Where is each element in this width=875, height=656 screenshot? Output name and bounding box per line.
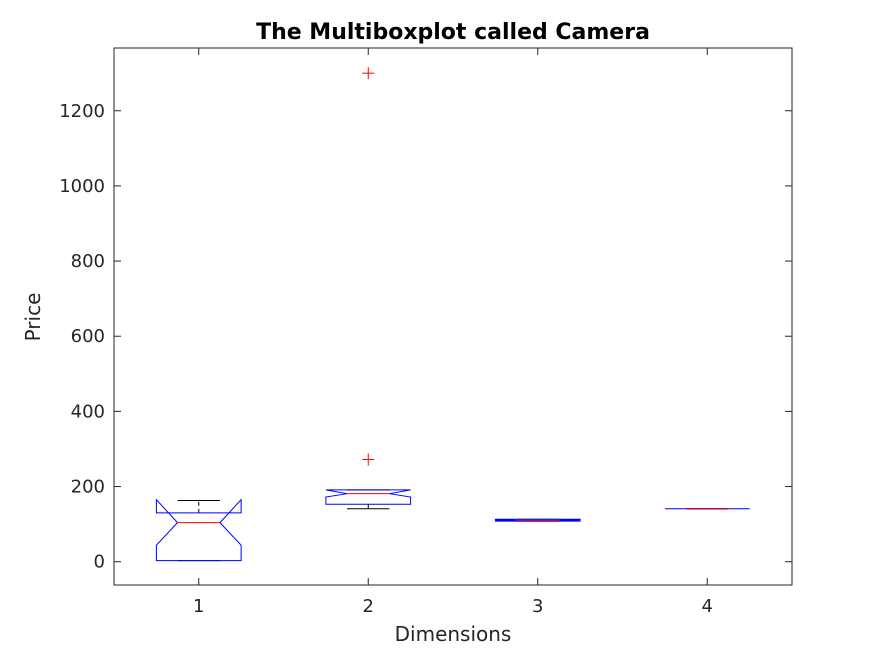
y-axis-label: Price xyxy=(21,293,45,342)
y-tick-label: 600 xyxy=(71,326,105,347)
x-axis-label: Dimensions xyxy=(395,622,512,646)
x-tick-label: 3 xyxy=(532,596,543,617)
box xyxy=(325,489,412,505)
x-tick-label: 1 xyxy=(193,596,204,617)
axes-frame xyxy=(113,47,793,586)
chart-title: The Multiboxplot called Camera xyxy=(256,20,650,45)
y-tick-label: 1000 xyxy=(59,176,105,197)
y-tick-label: 800 xyxy=(71,251,105,272)
plot-area: 0 200 400 600 800 1000 1200 1 2 3 4 xyxy=(59,47,793,617)
y-tick-label: 400 xyxy=(71,401,105,422)
x-tick-label: 4 xyxy=(702,596,713,617)
y-tick-label: 0 xyxy=(94,552,105,573)
y-tick-label: 1200 xyxy=(59,101,105,122)
y-tick-label: 200 xyxy=(71,477,105,498)
box xyxy=(155,498,242,562)
outlier-marker xyxy=(362,453,375,466)
x-tick-label: 2 xyxy=(363,596,374,617)
box xyxy=(494,518,581,522)
outlier-marker xyxy=(362,67,375,80)
